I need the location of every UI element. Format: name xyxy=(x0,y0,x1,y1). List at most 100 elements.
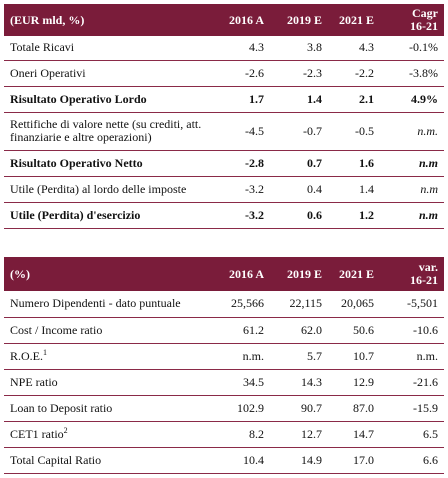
cell-2016a: n.m. xyxy=(210,343,270,370)
cell-2021e: 50.6 xyxy=(328,317,380,344)
cell-2016a: 61.2 xyxy=(210,317,270,344)
table-row: CET1 ratio2 8.2 12.7 14.7 6.5 xyxy=(4,421,444,448)
table-row: Utile (Perdita) al lordo delle imposte -… xyxy=(4,176,444,203)
row-label: Numero Dipendenti - dato puntuale xyxy=(4,291,210,318)
header-2016a: 2016 A xyxy=(210,257,270,291)
cell-2016a: 10.4 xyxy=(210,447,270,474)
row-label-text: CET1 ratio xyxy=(10,427,64,441)
cell-2019e: 5.7 xyxy=(270,343,328,370)
row-label: R.O.E.1 xyxy=(4,343,210,370)
table-row: Loan to Deposit ratio 102.9 90.7 87.0 -1… xyxy=(4,395,444,422)
cell-cagr: n.m xyxy=(380,176,444,203)
cell-2016a: 25,566 xyxy=(210,291,270,318)
cell-2016a: 1.7 xyxy=(210,86,270,113)
cell-2021e: 10.7 xyxy=(328,343,380,370)
footnote-marker: 2 xyxy=(63,426,68,435)
income-statement-table: (EUR mld, %) 2016 A 2019 E 2021 E Cagr 1… xyxy=(4,4,444,229)
cell-2021e: 1.4 xyxy=(328,176,380,203)
cell-cagr: n.m xyxy=(380,202,444,229)
cell-2019e: -0.7 xyxy=(270,112,328,151)
row-label: CET1 ratio2 xyxy=(4,421,210,448)
header-2019e: 2019 E xyxy=(270,257,328,291)
row-label: Totale Ricavi xyxy=(4,36,210,61)
cell-2021e: 87.0 xyxy=(328,395,380,422)
cell-2021e: 14.7 xyxy=(328,421,380,448)
cell-2016a: -3.2 xyxy=(210,176,270,203)
header-2016a: 2016 A xyxy=(210,4,270,36)
footnote-marker: 1 xyxy=(43,348,47,357)
row-label: Utile (Perdita) al lordo delle imposte xyxy=(4,176,210,203)
cell-2021e: 1.2 xyxy=(328,202,380,229)
cell-2021e: 12.9 xyxy=(328,369,380,396)
row-label-text: R.O.E. xyxy=(10,349,43,363)
cell-2019e: 3.8 xyxy=(270,36,328,61)
cell-2016a: 102.9 xyxy=(210,395,270,422)
cell-2019e: 90.7 xyxy=(270,395,328,422)
cell-2019e: 0.7 xyxy=(270,150,328,177)
row-label: Rettifiche di valore nette (su crediti, … xyxy=(4,112,210,151)
header-cagr: Cagr 16-21 xyxy=(380,4,444,36)
table-header-row: (EUR mld, %) 2016 A 2019 E 2021 E Cagr 1… xyxy=(4,4,444,36)
header-2021e: 2021 E xyxy=(328,257,380,291)
cell-2019e: 0.6 xyxy=(270,202,328,229)
cell-2019e: 22,115 xyxy=(270,291,328,318)
cell-2019e: 0.4 xyxy=(270,176,328,203)
cell-2021e: 20,065 xyxy=(328,291,380,318)
cell-2021e: -2.2 xyxy=(328,60,380,87)
table-row: Risultato Operativo Netto -2.8 0.7 1.6 n… xyxy=(4,150,444,177)
header-2019e: 2019 E xyxy=(270,4,328,36)
table-row: Risultato Operativo Lordo 1.7 1.4 2.1 4.… xyxy=(4,86,444,113)
cell-cagr: -0.1% xyxy=(380,36,444,61)
cell-2021e: 4.3 xyxy=(328,36,380,61)
cell-2016a: 34.5 xyxy=(210,369,270,396)
row-label: Risultato Operativo Lordo xyxy=(4,86,210,113)
row-label: Total Capital Ratio xyxy=(4,447,210,474)
cell-2021e: -0.5 xyxy=(328,112,380,151)
cell-2016a: -2.6 xyxy=(210,60,270,87)
header-label: (EUR mld, %) xyxy=(4,4,210,36)
cell-2019e: 62.0 xyxy=(270,317,328,344)
cell-var: 6.5 xyxy=(380,421,444,448)
cell-2019e: 14.3 xyxy=(270,369,328,396)
cell-2016a: -2.8 xyxy=(210,150,270,177)
row-label: Cost / Income ratio xyxy=(4,317,210,344)
table-row: Oneri Operativi -2.6 -2.3 -2.2 -3.8% xyxy=(4,60,444,87)
table-row: Cost / Income ratio 61.2 62.0 50.6 -10.6 xyxy=(4,317,444,344)
kpi-table: (%) 2016 A 2019 E 2021 E var. 16-21 Nume… xyxy=(4,257,444,474)
cell-2019e: 1.4 xyxy=(270,86,328,113)
table-row: Utile (Perdita) d'esercizio -3.2 0.6 1.2… xyxy=(4,202,444,229)
cell-2019e: 14.9 xyxy=(270,447,328,474)
row-label: Oneri Operativi xyxy=(4,60,210,87)
table-row: Numero Dipendenti - dato puntuale 25,566… xyxy=(4,291,444,318)
row-label: Loan to Deposit ratio xyxy=(4,395,210,422)
cell-2016a: 4.3 xyxy=(210,36,270,61)
cell-var: -21.6 xyxy=(380,369,444,396)
header-label: (%) xyxy=(4,257,210,291)
row-label: NPE ratio xyxy=(4,369,210,396)
cell-cagr: -3.8% xyxy=(380,60,444,87)
cell-cagr: n.m xyxy=(380,150,444,177)
cell-var: 6.6 xyxy=(380,447,444,474)
header-2021e: 2021 E xyxy=(328,4,380,36)
cell-2016a: -4.5 xyxy=(210,112,270,151)
cell-var: -10.6 xyxy=(380,317,444,344)
table-row: Totale Ricavi 4.3 3.8 4.3 -0.1% xyxy=(4,36,444,61)
cell-2021e: 17.0 xyxy=(328,447,380,474)
row-label: Risultato Operativo Netto xyxy=(4,150,210,177)
cell-2019e: -2.3 xyxy=(270,60,328,87)
table-row: Rettifiche di valore nette (su crediti, … xyxy=(4,112,444,151)
header-var: var. 16-21 xyxy=(380,257,444,291)
cell-2021e: 1.6 xyxy=(328,150,380,177)
table-row: Total Capital Ratio 10.4 14.9 17.0 6.6 xyxy=(4,447,444,474)
cell-cagr: 4.9% xyxy=(380,86,444,113)
cell-2016a: 8.2 xyxy=(210,421,270,448)
table-row: NPE ratio 34.5 14.3 12.9 -21.6 xyxy=(4,369,444,396)
cell-cagr: n.m. xyxy=(380,112,444,151)
table-header-row: (%) 2016 A 2019 E 2021 E var. 16-21 xyxy=(4,257,444,291)
row-label: Utile (Perdita) d'esercizio xyxy=(4,202,210,229)
cell-var: -15.9 xyxy=(380,395,444,422)
cell-2019e: 12.7 xyxy=(270,421,328,448)
cell-var: -5,501 xyxy=(380,291,444,318)
table-row: R.O.E.1 n.m. 5.7 10.7 n.m. xyxy=(4,343,444,370)
cell-2021e: 2.1 xyxy=(328,86,380,113)
